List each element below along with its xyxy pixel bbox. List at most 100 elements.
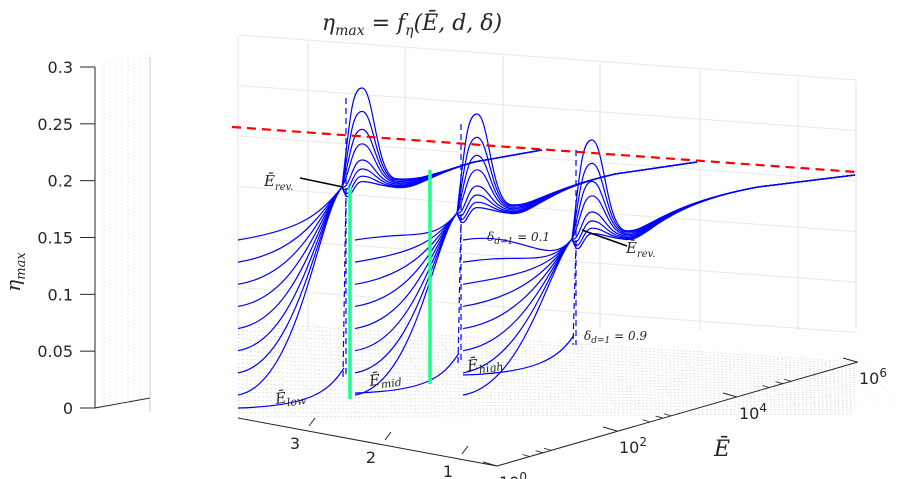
floor-grid-line	[397, 330, 439, 415]
y-tick-mark	[308, 417, 316, 427]
floor-grid	[237, 321, 899, 467]
curve-line	[462, 174, 856, 352]
floor-grid-line	[237, 342, 856, 374]
z-axis-base	[94, 397, 151, 409]
wall-grid-horizontal	[237, 287, 857, 333]
curve-line	[462, 334, 575, 376]
floor-grid-line	[557, 339, 599, 412]
curve-dashed-segment	[457, 216, 462, 364]
x-minor-tick-mark	[535, 450, 543, 454]
group-label-high: Ēhigh	[465, 352, 504, 378]
z-tick-label: 0.1	[48, 285, 73, 304]
y-tick-label: 3	[290, 434, 300, 453]
x-minor-tick-mark	[663, 413, 672, 417]
y-tick-mark	[461, 445, 469, 455]
floor-grid-line	[837, 354, 879, 407]
curve-line	[354, 161, 698, 330]
z-tick-label: 0.25	[37, 115, 73, 134]
x-tick-mark	[842, 357, 858, 363]
floor-grid-line	[237, 411, 855, 414]
curve-line	[237, 367, 345, 409]
curve-line	[462, 174, 856, 330]
floor-grid-line	[237, 379, 855, 394]
annotation-delta-top: δd=1 = 0.1	[487, 230, 550, 247]
x-tick-mark	[722, 392, 738, 398]
floor-grid-line	[237, 383, 855, 397]
floor-grid-line	[537, 338, 579, 413]
floor-grid-line	[777, 351, 819, 408]
floor-grid-line	[237, 358, 856, 383]
floor-grid-line	[237, 404, 855, 408]
floor-grid-line	[237, 408, 855, 410]
curve-line	[354, 113, 698, 241]
floor-grid-line	[617, 342, 659, 411]
envelope-layer	[231, 125, 857, 174]
floor-grid-line	[657, 344, 699, 410]
y-tick-mark	[384, 431, 392, 441]
floor-grid-line	[237, 375, 855, 392]
floor-grid-line	[637, 343, 679, 411]
tick-layer: 0 0.05 0.1 0.15 0.2 0.25 0.3 3 2 1 100 102 104 106	[37, 58, 887, 479]
chart-title: ηmax = fη(Ē, d, δ)	[322, 10, 502, 39]
x-minor-tick-mark	[642, 419, 650, 423]
x-tick-label: 100	[499, 470, 527, 479]
wall-grid-horizontal	[237, 236, 857, 283]
group-label-low: Ēlow	[273, 386, 308, 411]
floor-grid-line	[237, 391, 855, 401]
x-axis-label: Ē	[713, 436, 730, 462]
curve-line	[354, 161, 698, 396]
floor-grid-line	[237, 367, 856, 388]
curve-dashed-segment	[342, 190, 347, 379]
x-tick-label: 106	[859, 366, 887, 388]
x-minor-tick-mark	[522, 454, 530, 457]
curve-line	[237, 149, 543, 330]
floor-grid-line	[597, 341, 639, 411]
annotation-e-rev-left: Ērev.	[263, 172, 293, 193]
floor-grid-line	[237, 321, 857, 363]
floor-grid-line	[317, 326, 359, 417]
floor-grid-line	[857, 355, 899, 406]
x-minor-tick-mark	[775, 381, 783, 385]
floor-grid-line	[817, 353, 859, 407]
back-wall-grid	[237, 34, 857, 333]
curves-layer	[237, 87, 856, 409]
floor-grid-line	[797, 352, 839, 407]
floor-grid-line	[417, 331, 459, 415]
curve-line	[237, 149, 543, 352]
envelope-line	[231, 125, 857, 174]
floor-grid-line	[237, 329, 856, 367]
annotation-arrow-left	[299, 177, 344, 188]
x-tick-mark	[482, 461, 498, 467]
floor-grid-line	[437, 332, 479, 415]
x-minor-tick-mark	[783, 378, 792, 382]
x-axis-line	[496, 361, 859, 467]
curve-line	[462, 174, 856, 308]
curve-line	[237, 149, 543, 396]
floor-grid-line	[237, 321, 279, 419]
floor-grid-line	[677, 346, 719, 410]
floor-grid-line	[717, 348, 759, 409]
z-tick-label: 0.3	[48, 58, 73, 77]
wall-grid-horizontal	[237, 135, 857, 182]
floor-grid-line	[697, 347, 739, 409]
y-tick-label: 2	[366, 448, 376, 467]
wall-grid-horizontal	[237, 34, 857, 81]
floor-grid-line	[237, 413, 855, 418]
wall-grid-horizontal	[237, 85, 857, 131]
curve-line	[237, 143, 543, 308]
curve-line	[237, 128, 543, 285]
x-tick-label: 104	[739, 401, 767, 423]
x-minor-tick-mark	[762, 385, 770, 388]
y-axis-line	[237, 417, 498, 467]
x-minor-tick-mark	[655, 415, 663, 419]
y-tick-label: 1	[443, 462, 453, 479]
floor-grid-line	[237, 354, 856, 381]
curve-line	[237, 149, 543, 374]
floor-grid-line	[257, 323, 299, 418]
curve-line	[462, 174, 856, 285]
curve-line	[354, 161, 698, 308]
floor-grid-line	[237, 338, 856, 372]
curve-line	[462, 162, 856, 263]
